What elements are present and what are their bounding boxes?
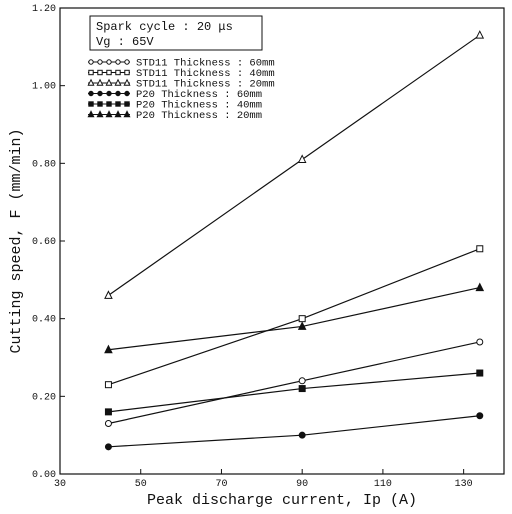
- legend-item: P20 Thickness : 20mm: [87, 110, 262, 122]
- x-axis-title: Peak discharge current, Ip (A): [147, 492, 417, 509]
- legend-marker: [88, 69, 94, 76]
- legend-marker: [106, 101, 112, 107]
- legend-marker: [123, 78, 131, 86]
- x-tick-label: 50: [135, 479, 147, 490]
- legend-marker: [88, 101, 94, 107]
- legend-item: P20 Thickness : 60mm: [88, 89, 262, 101]
- data-point: [475, 30, 485, 39]
- legend-marker: [88, 59, 94, 65]
- legend-marker: [88, 90, 94, 97]
- legend-marker: [87, 78, 95, 86]
- series-line: [108, 415, 480, 448]
- legend-marker: [97, 101, 103, 107]
- data-point: [476, 338, 484, 346]
- legend-marker: [105, 78, 113, 86]
- legend-marker: [124, 69, 130, 76]
- y-tick-label: 1.00: [32, 82, 56, 93]
- series-line: [108, 248, 481, 386]
- series-line: [108, 372, 480, 413]
- legend-marker: [114, 110, 122, 118]
- y-tick-label: 0.00: [32, 470, 56, 481]
- legend-marker: [115, 69, 121, 76]
- data-point: [104, 420, 112, 428]
- data-point: [104, 290, 113, 299]
- series-markers: [104, 30, 485, 451]
- data-point: [475, 282, 485, 292]
- legend-marker: [106, 69, 112, 76]
- x-tick-label: 30: [54, 479, 66, 490]
- condition-gap-voltage: Vg : 65V: [96, 35, 154, 49]
- legend-label: P20 Thickness : 40mm: [136, 100, 262, 112]
- data-point: [476, 412, 484, 420]
- data-point: [104, 408, 112, 416]
- legend-item: STD11 Thickness : 40mm: [88, 68, 275, 80]
- legend-marker: [96, 110, 104, 118]
- legend-marker: [87, 110, 95, 118]
- y-axis-title: Cutting speed, F (mm/min): [8, 128, 25, 353]
- y-tick-label: 0.40: [32, 315, 56, 326]
- legend-item: P20 Thickness : 40mm: [88, 100, 262, 112]
- legend-item: STD11 Thickness : 60mm: [88, 58, 275, 70]
- legend-marker: [114, 78, 122, 86]
- legend-marker: [105, 110, 113, 118]
- data-point: [297, 321, 307, 330]
- legend-label: P20 Thickness : 20mm: [136, 110, 262, 122]
- data-point: [476, 369, 484, 377]
- legend-marker: [115, 59, 121, 65]
- x-tick-label: 90: [296, 479, 308, 490]
- x-tick-label: 70: [215, 479, 227, 490]
- data-point: [298, 385, 306, 393]
- condition-spark-cycle: Spark cycle : 20 μs: [96, 20, 233, 34]
- x-tick-label: 110: [374, 479, 392, 490]
- data-point: [104, 381, 112, 389]
- conditions-box: [89, 15, 263, 51]
- plot-frame: [59, 7, 505, 475]
- y-tick-label: 1.20: [32, 4, 56, 15]
- legend-label: STD11 Thickness : 20mm: [136, 79, 275, 91]
- legend-marker: [124, 59, 130, 65]
- data-point: [298, 431, 306, 439]
- data-point: [104, 443, 112, 451]
- y-tick-label: 0.20: [32, 392, 56, 403]
- legend-marker: [124, 90, 130, 97]
- data-point: [298, 377, 306, 385]
- y-tick-label: 0.60: [32, 237, 56, 248]
- x-tick-label: 130: [455, 479, 473, 490]
- legend-marker: [106, 59, 112, 65]
- data-point: [297, 154, 307, 163]
- legend-marker: [123, 110, 131, 118]
- legend-label: STD11 Thickness : 40mm: [136, 68, 275, 80]
- legend-label: STD11 Thickness : 60mm: [136, 58, 275, 70]
- series-line: [108, 341, 480, 425]
- legend-label: P20 Thickness : 60mm: [136, 89, 262, 101]
- legend-marker: [115, 101, 121, 107]
- axis-ticks: 30 50 70 90 110 130 0.00 0.20 0.40 0.60 0.80 1.00 1.…: [32, 4, 473, 490]
- y-tick-label: 0.80: [32, 159, 56, 170]
- legend-marker: [96, 78, 104, 86]
- data-point: [104, 344, 113, 354]
- legend-marker: [124, 101, 130, 107]
- series-line: [108, 287, 480, 351]
- legend-item: STD11 Thickness : 20mm: [87, 78, 275, 91]
- legend-marker: [115, 90, 121, 97]
- data-point: [476, 245, 484, 253]
- legend-marker: [106, 90, 112, 97]
- legend-marker: [97, 59, 103, 65]
- data-point: [298, 315, 306, 323]
- legend-marker: [97, 69, 103, 76]
- legend-marker: [97, 90, 103, 97]
